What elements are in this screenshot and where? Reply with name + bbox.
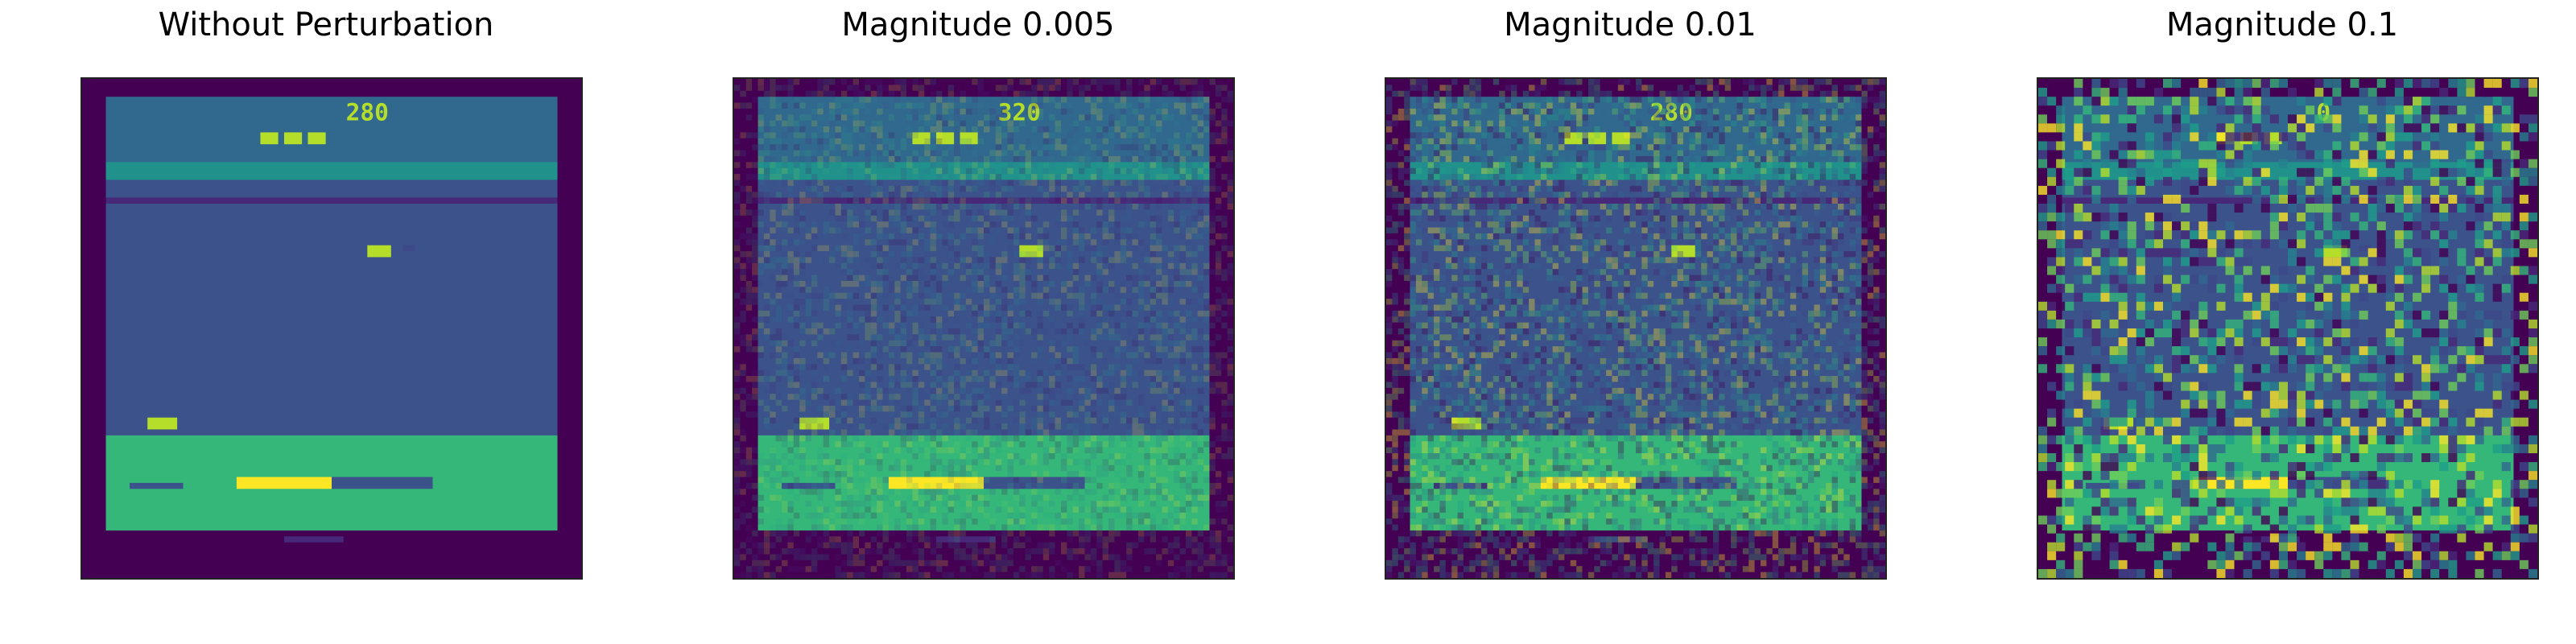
oxygen-bar — [1540, 477, 1636, 489]
sky — [758, 97, 1210, 168]
oxygen-label — [130, 482, 184, 489]
game-frame: 280 — [80, 77, 583, 580]
panel-title: Magnitude 0.005 — [841, 6, 1115, 43]
enemy-submarine — [147, 417, 178, 430]
surface-band — [758, 180, 1210, 198]
game-frame: 0 — [2037, 77, 2539, 580]
water — [105, 204, 558, 442]
surface-band — [1410, 180, 1862, 198]
panel-title: Magnitude 0.1 — [2165, 6, 2399, 43]
surface-line — [758, 197, 1210, 204]
oxygen-bar-empty — [984, 477, 1085, 489]
oxygen-bar-empty — [1636, 477, 1737, 489]
reserve-sub — [308, 132, 326, 145]
activision-logo — [935, 536, 996, 543]
reserve-sub — [260, 132, 279, 145]
enemy-submarine — [799, 417, 830, 430]
oxygen-bar — [888, 477, 984, 489]
surface-line — [105, 197, 558, 204]
player-submarine — [1019, 245, 1043, 258]
score: 280 — [1650, 99, 1693, 126]
surface-stripe — [105, 162, 558, 180]
sky — [1410, 97, 1862, 168]
frame-image: 0 — [2038, 79, 2537, 578]
frame-image: 280 — [1386, 79, 1885, 578]
enemy-fish — [1707, 245, 1719, 252]
reserve-sub — [283, 132, 303, 145]
panel-title: Magnitude 0.01 — [1504, 6, 1757, 43]
panel-magnitude-0-1: Magnitude 0.1 0 — [2025, 0, 2540, 644]
activision-logo — [1587, 536, 1648, 543]
enemy-fish — [1055, 245, 1067, 252]
panel-magnitude-0-01: Magnitude 0.01 280 — [1373, 0, 1888, 644]
frame-image: 320 — [734, 79, 1233, 578]
surface-stripe — [2062, 162, 2514, 180]
score: 280 — [346, 99, 389, 126]
reserve-sub — [1612, 132, 1630, 145]
reserve-sub — [935, 132, 955, 145]
surface-stripe — [758, 162, 1210, 180]
player-submarine — [1671, 245, 1695, 258]
score: 320 — [998, 99, 1041, 126]
frame-image: 280 — [82, 79, 581, 578]
surface-band — [105, 180, 558, 198]
oxygen-label — [782, 482, 836, 489]
sky — [105, 97, 558, 168]
reserve-sub — [960, 132, 978, 145]
reserve-sub — [912, 132, 931, 145]
game-frame: 280 — [1385, 77, 1887, 580]
oxygen-bar-empty — [332, 477, 433, 489]
surface-line — [1410, 197, 1862, 204]
reserve-sub — [1587, 132, 1607, 145]
reserve-sub — [1564, 132, 1583, 145]
water — [758, 204, 1210, 442]
oxygen-bar — [236, 477, 332, 489]
enemy-fish — [2359, 245, 2372, 252]
panel-title: Without Perturbation — [158, 6, 494, 43]
panel-magnitude-0-005: Magnitude 0.005 320 — [720, 0, 1236, 644]
player-submarine — [367, 245, 391, 258]
enemy-submarine — [1451, 417, 1482, 430]
oxygen-label — [1434, 482, 1488, 489]
surface-stripe — [1410, 162, 1862, 180]
activision-logo — [283, 536, 344, 543]
game-frame: 320 — [733, 77, 1235, 580]
panel-without-perturbation: Without Perturbation 280 — [68, 0, 584, 644]
water — [1410, 204, 1862, 442]
enemy-fish — [402, 245, 415, 252]
